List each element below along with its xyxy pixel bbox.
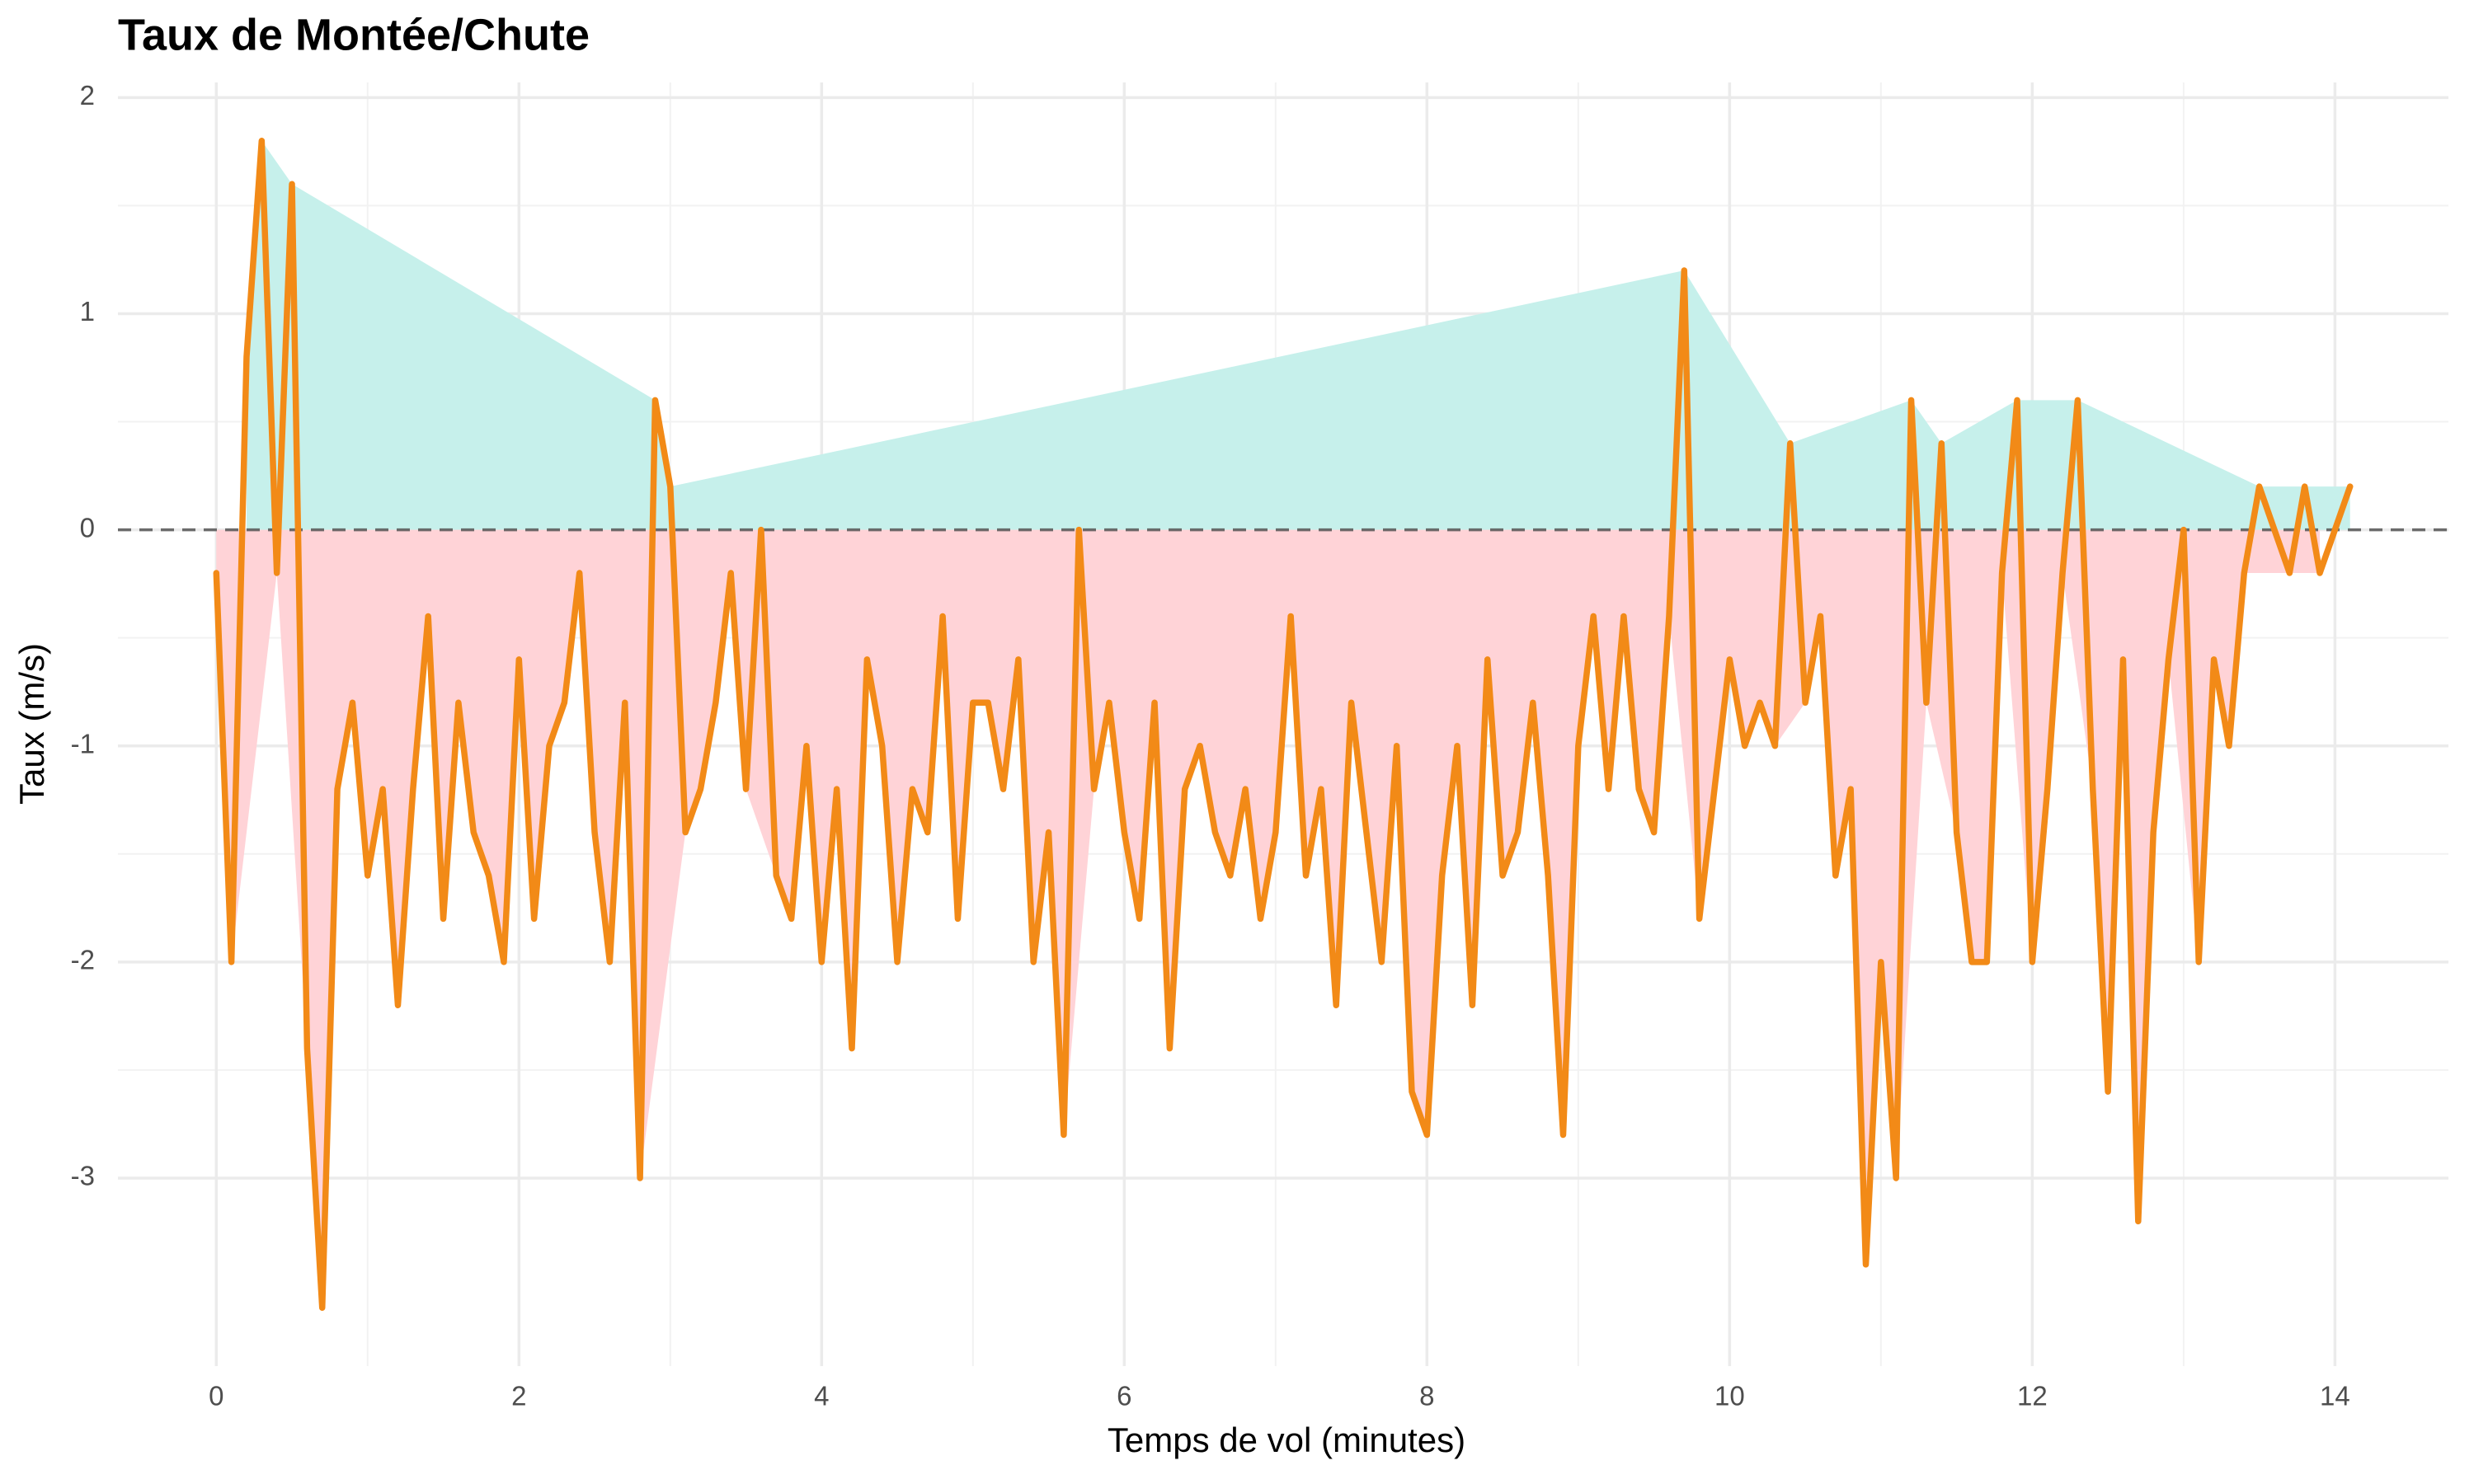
x-tick-label: 0 [209,1381,223,1411]
x-tick-label: 4 [814,1381,829,1411]
x-tick-label: 6 [1117,1381,1131,1411]
y-tick-label: 0 [80,512,95,542]
x-tick-label: 8 [1419,1381,1434,1411]
x-tick-label: 14 [2320,1381,2350,1411]
y-axis-title: Taux (m/s) [12,643,51,805]
y-tick-label: -1 [71,728,95,758]
y-tick-label: 2 [80,80,95,110]
y-tick-label: -2 [71,945,95,975]
x-axis-title: Temps de vol (minutes) [1108,1421,1465,1459]
x-tick-label: 2 [511,1381,526,1411]
x-tick-label: 10 [1714,1381,1745,1411]
positive-area [246,140,2350,530]
rate-line [213,138,2354,1311]
chart-title: Taux de Montée/Chute [118,10,590,59]
x-tick-label: 12 [2017,1381,2048,1411]
y-tick-label: -3 [71,1161,95,1191]
y-tick-label: 1 [80,296,95,326]
